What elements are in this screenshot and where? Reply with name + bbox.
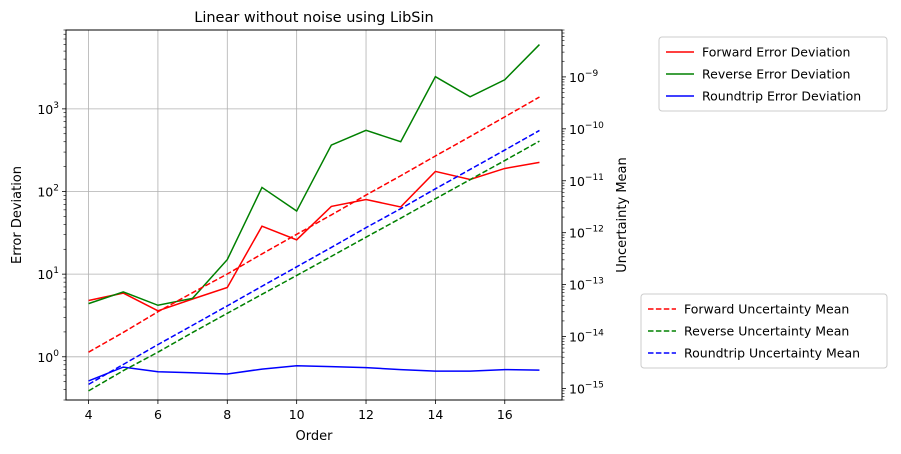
series-line-reverse-uncertainty-mean bbox=[88, 140, 540, 392]
tick-base: 10 bbox=[569, 174, 585, 189]
tick-base: 10 bbox=[37, 185, 53, 200]
series-line-roundtrip-error-deviation bbox=[88, 364, 540, 382]
tick-exponent: 2 bbox=[53, 184, 59, 194]
left-y-tick-label: 103 bbox=[37, 101, 59, 117]
legend-error-deviation: Forward Error Deviation Reverse Error Dev… bbox=[658, 36, 888, 112]
x-tick-label: 6 bbox=[154, 407, 162, 422]
right-y-tick-label: 10−10 bbox=[569, 121, 604, 137]
tick-base: 10 bbox=[569, 330, 585, 345]
tick-base: 10 bbox=[569, 278, 585, 293]
x-tick-label: 10 bbox=[289, 407, 305, 422]
x-tick-label: 4 bbox=[85, 407, 93, 422]
plot-frame bbox=[65, 29, 563, 401]
legend-label: Roundtrip Uncertainty Mean bbox=[684, 346, 860, 361]
series-line-reverse-error-deviation bbox=[88, 44, 540, 307]
x-axis-label: Order bbox=[296, 429, 334, 444]
legend-box bbox=[640, 293, 888, 369]
legend-uncertainty-mean: Forward Uncertainty Mean Reverse Uncertai… bbox=[640, 293, 888, 369]
grid bbox=[66, 30, 562, 400]
right-y-tick-label: 10−14 bbox=[569, 329, 604, 345]
right-y-tick-label: 10−9 bbox=[569, 69, 598, 85]
tick-exponent: −14 bbox=[585, 329, 604, 339]
right-y-tick-label: 10−13 bbox=[569, 277, 604, 293]
legend-box bbox=[658, 36, 888, 112]
legend-label: Reverse Error Deviation bbox=[702, 67, 850, 82]
tick-exponent: −10 bbox=[585, 121, 604, 131]
tick-exponent: −13 bbox=[585, 277, 604, 287]
legend-label: Forward Uncertainty Mean bbox=[684, 302, 849, 317]
tick-base: 10 bbox=[569, 70, 585, 85]
tick-base: 10 bbox=[37, 267, 53, 282]
x-tick-label: 12 bbox=[358, 407, 374, 422]
tick-exponent: 1 bbox=[53, 266, 59, 276]
tick-exponent: −12 bbox=[585, 225, 604, 235]
right-y-tick-label: 10−12 bbox=[569, 225, 604, 241]
tick-base: 10 bbox=[37, 350, 53, 365]
chart-title: Linear without noise using LibSin bbox=[194, 10, 433, 26]
series-line-roundtrip-uncertainty-mean bbox=[88, 129, 540, 386]
x-tick-label: 16 bbox=[497, 407, 513, 422]
tick-exponent: 0 bbox=[53, 349, 59, 359]
series-layer bbox=[88, 44, 540, 392]
left-y-axis-label: Error Deviation bbox=[10, 166, 25, 264]
series-line-forward-error-deviation bbox=[88, 161, 540, 312]
tick-exponent: −9 bbox=[585, 69, 599, 79]
x-tick-label: 8 bbox=[223, 407, 231, 422]
tick-exponent: 3 bbox=[53, 101, 59, 111]
tick-base: 10 bbox=[569, 122, 585, 137]
legend-label: Roundtrip Error Deviation bbox=[702, 89, 861, 104]
right-y-tick-label: 10−11 bbox=[569, 173, 604, 189]
x-tick-label: 14 bbox=[427, 407, 443, 422]
legend-label: Forward Error Deviation bbox=[702, 45, 850, 60]
legend-label: Reverse Uncertainty Mean bbox=[684, 324, 849, 339]
left-y-tick-label: 101 bbox=[37, 266, 59, 282]
right-y-tick-label: 10−15 bbox=[569, 380, 604, 396]
tick-base: 10 bbox=[37, 102, 53, 117]
tick-base: 10 bbox=[569, 381, 585, 396]
tick-exponent: −11 bbox=[585, 173, 604, 183]
series-line-forward-uncertainty-mean bbox=[88, 96, 540, 353]
x-axis: 4 6 8 10 12 14 16 bbox=[85, 400, 513, 422]
tick-exponent: −15 bbox=[585, 380, 604, 390]
left-y-tick-label: 102 bbox=[37, 184, 59, 200]
left-y-tick-label: 100 bbox=[37, 349, 59, 365]
tick-base: 10 bbox=[569, 226, 585, 241]
right-y-axis-label: Uncertainty Mean bbox=[615, 157, 630, 273]
